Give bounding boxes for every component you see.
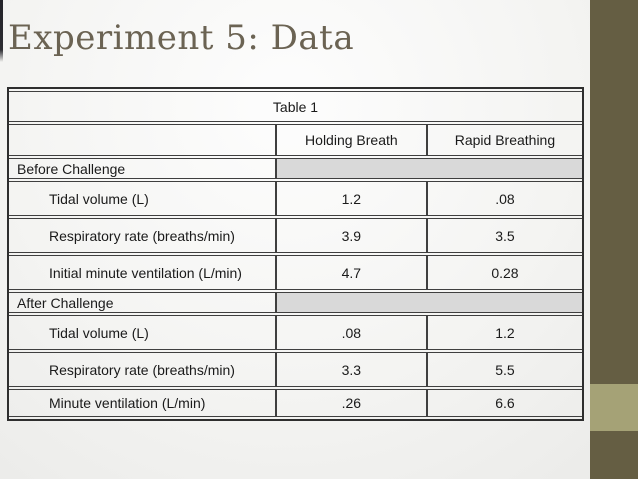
table-row: Minute ventilation (L/min) .26 6.6 <box>9 389 582 417</box>
column-header-holding-breath: Holding Breath <box>274 124 426 156</box>
left-edge-accent <box>0 0 3 62</box>
cell-rapid-breathing: 6.6 <box>425 389 582 417</box>
cell-rapid-breathing: 3.5 <box>425 218 582 253</box>
cell-rapid-breathing: 0.28 <box>425 255 582 290</box>
section-fill-cell <box>274 292 582 313</box>
data-table: Table 1 Holding Breath Rapid Breathing B… <box>7 87 584 421</box>
table-caption-row: Table 1 <box>9 91 582 122</box>
row-label: Respiratory rate (breaths/min) <box>9 218 275 253</box>
table-row: Tidal volume (L) .08 1.2 <box>9 315 582 350</box>
cell-holding-breath: 4.7 <box>274 255 426 290</box>
table-row: Respiratory rate (breaths/min) 3.9 3.5 <box>9 218 582 253</box>
column-header-row: Holding Breath Rapid Breathing <box>9 124 582 156</box>
row-label: Tidal volume (L) <box>9 315 275 350</box>
section-label: After Challenge <box>9 292 275 313</box>
table-row: Tidal volume (L) 1.2 .08 <box>9 181 582 216</box>
slide-title: Experiment 5: Data <box>8 18 355 58</box>
row-label: Initial minute ventilation (L/min) <box>9 255 275 290</box>
row-label: Tidal volume (L) <box>9 181 275 216</box>
cell-holding-breath: .26 <box>274 389 426 417</box>
row-label: Respiratory rate (breaths/min) <box>9 352 275 387</box>
row-label: Minute ventilation (L/min) <box>9 389 275 417</box>
cell-rapid-breathing: 1.2 <box>425 315 582 350</box>
column-header-blank <box>9 124 275 156</box>
table-row: Initial minute ventilation (L/min) 4.7 0… <box>9 255 582 290</box>
cell-rapid-breathing: .08 <box>425 181 582 216</box>
sidebar-accent-bar <box>590 0 638 479</box>
cell-rapid-breathing: 5.5 <box>425 352 582 387</box>
column-header-rapid-breathing: Rapid Breathing <box>425 124 582 156</box>
cell-holding-breath: 3.3 <box>274 352 426 387</box>
cell-holding-breath: .08 <box>274 315 426 350</box>
cell-holding-breath: 3.9 <box>274 218 426 253</box>
sidebar-accent-block <box>590 384 638 431</box>
cell-holding-breath: 1.2 <box>274 181 426 216</box>
section-header-before-challenge: Before Challenge <box>9 158 582 179</box>
section-header-after-challenge: After Challenge <box>9 292 582 313</box>
section-fill-cell <box>274 158 582 179</box>
table-caption: Table 1 <box>9 91 582 122</box>
table-row: Respiratory rate (breaths/min) 3.3 5.5 <box>9 352 582 387</box>
section-label: Before Challenge <box>9 158 275 179</box>
